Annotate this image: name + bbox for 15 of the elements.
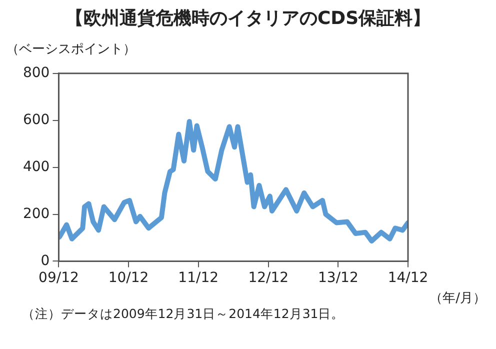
- chart-title: 【欧州通貨危機時のイタリアのCDS保証料】: [64, 7, 432, 30]
- y-tick-label: 0: [40, 252, 50, 269]
- x-tick-label: 10/12: [108, 270, 149, 286]
- text: （注）データは2009年12月31日～2014年12月31日。: [22, 306, 344, 323]
- x-tick-label: 11/12: [178, 270, 219, 286]
- x-tick-label: 09/12: [38, 270, 79, 286]
- x-axis-title: （年/月）: [430, 290, 486, 307]
- y-axis-title: （ベーシスポイント）: [6, 41, 136, 58]
- y-tick-label: 800: [22, 65, 50, 82]
- y-tick-label: 400: [22, 158, 50, 175]
- x-tick-label: 13/12: [318, 270, 358, 286]
- y-tick-label: 600: [22, 112, 50, 128]
- x-tick-label: 12/12: [248, 270, 289, 286]
- y-tick-label: 200: [22, 206, 50, 222]
- x-tick-label: 14/12: [388, 270, 428, 286]
